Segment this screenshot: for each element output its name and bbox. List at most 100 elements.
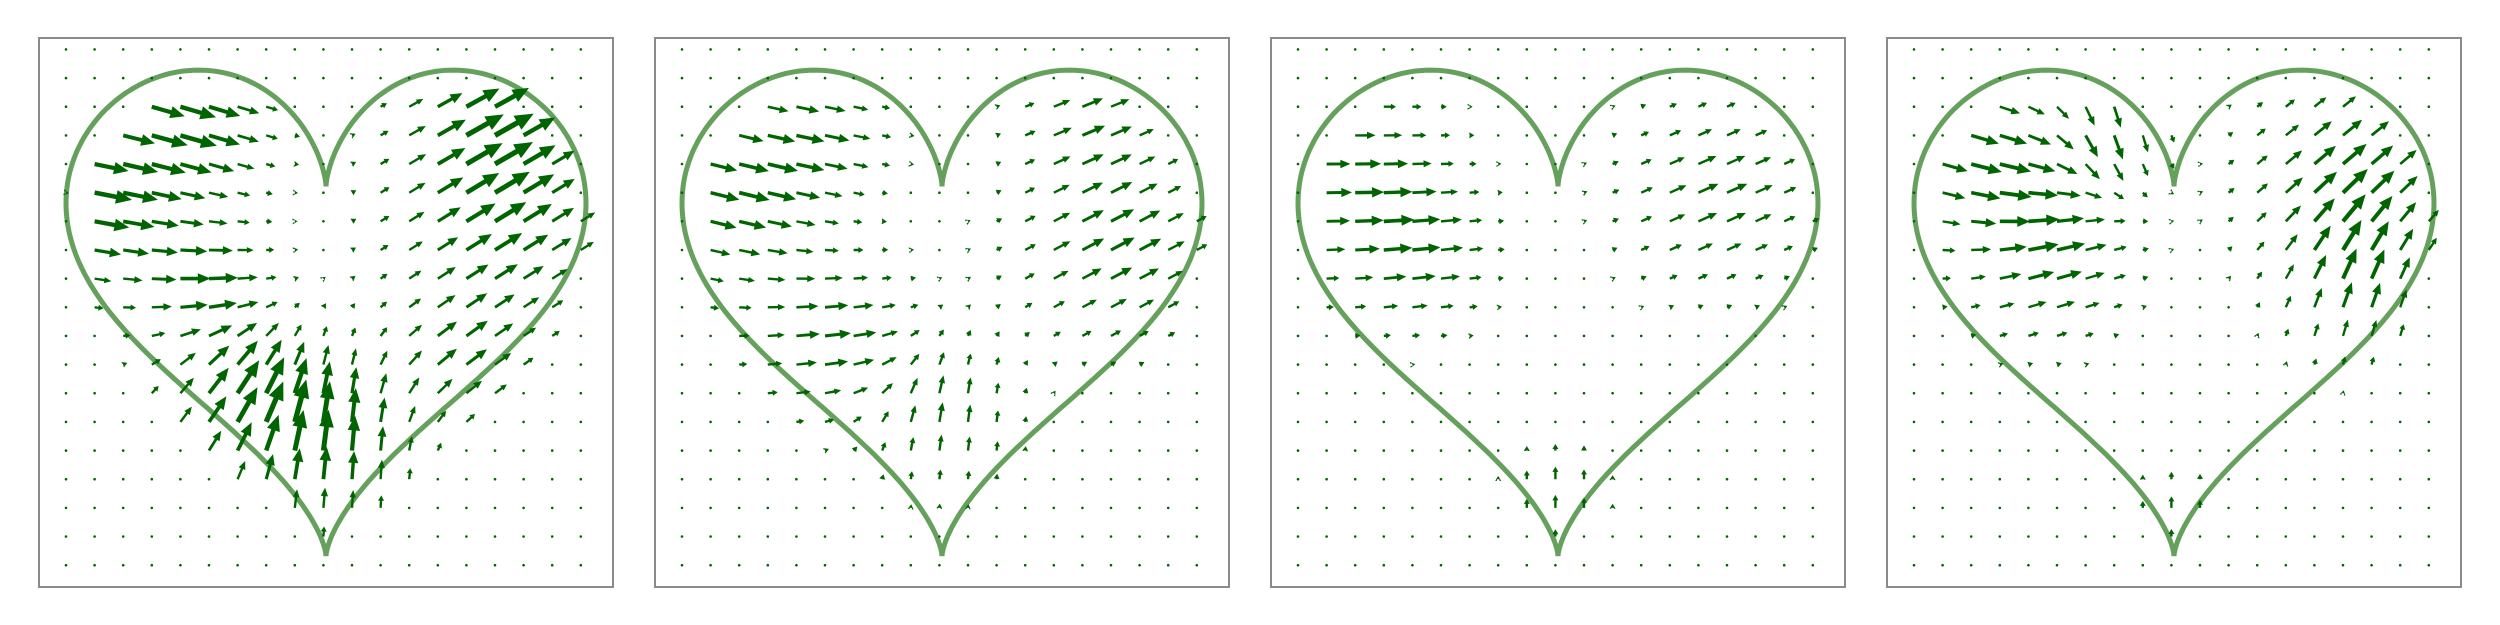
quiver-arrow — [379, 301, 387, 309]
quiver-point — [1353, 76, 1357, 80]
quiver-point — [2313, 477, 2316, 481]
quiver-point — [2112, 535, 2116, 538]
quiver-point — [1554, 563, 1557, 567]
quiver-point — [207, 535, 211, 538]
quiver-arrow — [938, 375, 945, 394]
quiver-point — [823, 535, 827, 538]
quiver-point — [1525, 134, 1529, 137]
quiver-point — [766, 420, 770, 424]
quiver-point — [2084, 48, 2087, 51]
quiver-arrow — [767, 304, 786, 311]
quiver-arrow — [1942, 304, 1948, 311]
quiver-arrow — [380, 103, 387, 109]
quiver-arrow — [882, 161, 890, 168]
quiver-arrow — [265, 322, 279, 337]
quiver-point — [1969, 48, 1973, 51]
quiver-arrow — [294, 132, 300, 139]
quiver-arrow — [522, 297, 540, 309]
quiver-point — [1496, 76, 1500, 80]
quiver-arrow — [910, 330, 920, 337]
quiver-point — [2370, 391, 2373, 395]
quiver-arrow — [882, 104, 891, 111]
quiver-point — [550, 420, 554, 424]
quiver-arrow — [824, 301, 849, 311]
quiver-point — [579, 363, 583, 366]
quiver-point — [1697, 563, 1700, 567]
quiver-point — [1525, 563, 1529, 567]
quiver-point — [1554, 420, 1557, 424]
quiver-arrow — [881, 330, 898, 338]
quiver-point — [1496, 391, 1500, 395]
quiver-arrow — [2168, 218, 2175, 225]
quiver-point — [1081, 563, 1084, 567]
quiver-arrow — [1755, 157, 1771, 166]
quiver-point — [2427, 420, 2431, 424]
quiver-point — [1754, 449, 1757, 452]
quiver-point — [2398, 449, 2402, 452]
heart-curve — [1295, 67, 1821, 557]
quiver-arrow — [1024, 215, 1036, 223]
quiver-arrow — [408, 350, 422, 366]
quiver-point — [236, 506, 239, 510]
quiver-point — [1166, 105, 1170, 108]
quiver-point — [2370, 48, 2373, 51]
quiver-arrow — [1167, 241, 1185, 251]
quiver-plot-3 — [1295, 48, 1821, 567]
quiver-point — [2427, 162, 2431, 166]
quiver-point — [1969, 105, 1973, 108]
quiver-point — [179, 449, 182, 452]
quiver-arrow — [208, 272, 238, 284]
quiver-arrow — [407, 436, 414, 451]
quiver-point — [179, 48, 182, 51]
quiver-arrow — [1326, 304, 1334, 311]
quiver-point — [766, 506, 770, 510]
quiver-point — [1195, 420, 1199, 424]
quiver-point — [236, 76, 239, 80]
quiver-point — [2112, 506, 2116, 510]
quiver-point — [795, 506, 798, 510]
quiver-arrow — [2197, 161, 2203, 168]
quiver-arrow — [994, 331, 1000, 338]
quiver-arrow — [265, 134, 278, 141]
quiver-point — [1782, 535, 1786, 538]
quiver-arrow — [292, 379, 310, 423]
quiver-arrow — [2028, 188, 2059, 200]
quiver-arrow — [2283, 328, 2290, 337]
quiver-point — [93, 535, 96, 538]
quiver-point — [1639, 449, 1643, 452]
quiver-point — [2284, 535, 2288, 538]
quiver-point — [179, 477, 182, 481]
quiver-arrow — [2284, 234, 2298, 251]
quiver-point — [322, 134, 325, 137]
quiver-point — [852, 48, 855, 51]
quiver-arrow — [350, 247, 356, 253]
quiver-point — [1411, 449, 1414, 452]
quiver-arrow — [1523, 470, 1530, 480]
quiver-arrow — [965, 470, 972, 480]
quiver-point — [1296, 48, 1300, 51]
quiver-point — [1811, 76, 1815, 80]
quiver-point — [1998, 506, 2002, 510]
quiver-point — [64, 248, 68, 252]
quiver-point — [1969, 535, 1973, 538]
quiver-arrow — [1999, 216, 2030, 227]
quiver-point — [150, 420, 154, 424]
quiver-point — [1639, 420, 1643, 424]
quiver-arrow — [1552, 494, 1559, 508]
quiver-arrow — [994, 410, 1001, 423]
quiver-point — [2370, 563, 2373, 567]
quiver-arrow — [909, 377, 918, 394]
quiver-point — [1811, 449, 1815, 452]
quiver-arrow — [122, 133, 155, 146]
quiver-arrow — [965, 248, 971, 254]
quiver-point — [579, 449, 583, 452]
quiver-arrow — [379, 273, 388, 280]
quiver-arrow — [237, 300, 259, 309]
quiver-point — [64, 477, 68, 481]
quiver-arrow — [1167, 213, 1184, 223]
quiver-point — [522, 48, 525, 51]
quiver-point — [1052, 76, 1056, 80]
quiver-panel-1 — [38, 37, 614, 588]
quiver-point — [1353, 48, 1357, 51]
quiver-point — [2255, 391, 2259, 395]
